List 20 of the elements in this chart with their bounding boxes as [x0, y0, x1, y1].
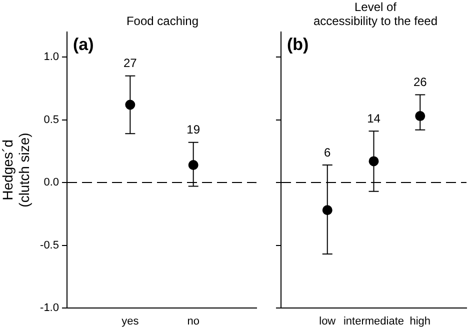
- y-tick-label: 0.5: [44, 114, 59, 126]
- annotation: 19: [186, 122, 200, 137]
- y-tick-label: -0.5: [40, 239, 59, 252]
- chart-title: Level of accessibility to the feed: [312, 0, 439, 30]
- x-tick-label: no: [187, 316, 200, 328]
- y-tick-label: 1.0: [44, 51, 59, 64]
- annotation: 26: [413, 75, 428, 90]
- annotation: 27: [123, 56, 138, 70]
- annotation: (a): [73, 35, 94, 54]
- x-tick-label: high: [410, 316, 431, 328]
- x-tick-label: yes: [122, 316, 140, 328]
- annotation: 6: [324, 145, 332, 160]
- y-tick-label: -1.0: [40, 302, 59, 314]
- x-tick-label: low: [319, 316, 336, 328]
- chart-title: Food caching: [125, 13, 200, 30]
- annotation: 14: [367, 111, 381, 126]
- y-tick-label: 0.0: [44, 176, 59, 189]
- x-tick-label: intermediate: [343, 316, 404, 328]
- y-axis-title: Hedges´d (clutch size): [0, 132, 32, 208]
- annotation: (b): [287, 35, 309, 54]
